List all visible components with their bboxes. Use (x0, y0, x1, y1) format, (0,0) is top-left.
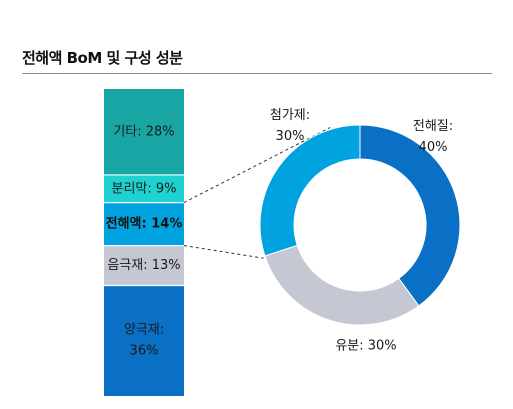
bar-segment-label: 분리막: 9% (111, 181, 176, 196)
donut-slice-label: 전해질: (413, 119, 453, 134)
bar-segment (104, 174, 184, 203)
donut-chart (259, 124, 461, 326)
stacked-bar: 기타: 28% 분리막: 9% 전해액: 14% 음극재: 13% 양극재: 36% (104, 89, 184, 396)
bar-segment-label: 전해액: 14% (106, 216, 183, 232)
chart-title: 전해액 BoM 및 구성 성분 (22, 49, 183, 67)
bar-segment-label: 음극재: 13% (107, 258, 180, 273)
donut-slice (264, 244, 420, 326)
donut-slice-label: 유분: 30% (335, 339, 396, 354)
donut-labels: 전해질: 40% 유분: 30% 첨가제: 30% (270, 108, 453, 354)
donut-slice (359, 124, 461, 307)
bar-segment (104, 285, 184, 396)
bar-segment (104, 245, 184, 286)
donut-slice-label: 첨가제: (270, 108, 310, 123)
title-divider (22, 73, 492, 74)
bar-segment-label: 양극재: (124, 323, 164, 338)
bar-segment-label: 36% (130, 344, 159, 359)
donut-slice-label: 40% (419, 140, 448, 155)
donut-slice-label: 30% (276, 129, 305, 144)
connector-line (183, 245, 264, 259)
bar-segment (104, 89, 184, 175)
donut-slice (259, 124, 361, 257)
bar-segment (104, 202, 184, 246)
connector-lines (183, 127, 331, 259)
bar-segment-label: 기타: 28% (113, 124, 174, 139)
